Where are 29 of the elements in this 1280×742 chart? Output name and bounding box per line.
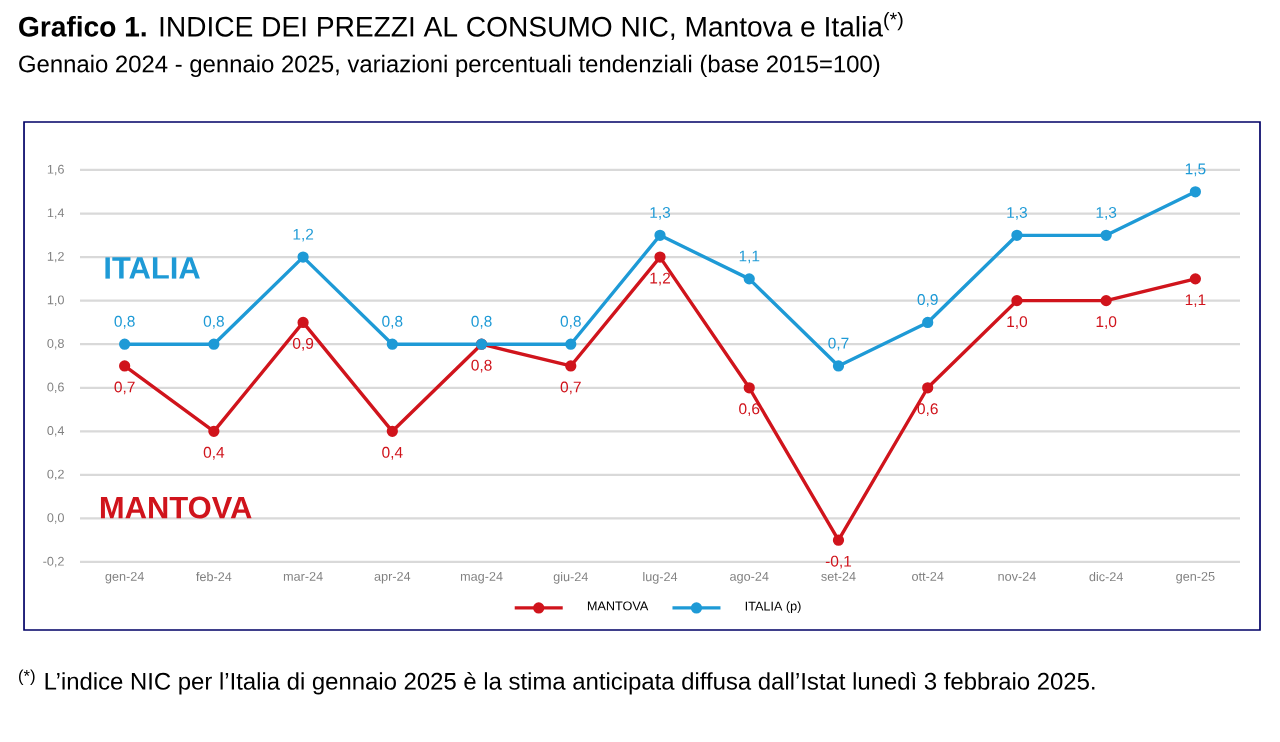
point	[208, 425, 220, 437]
point	[832, 360, 845, 372]
annotation: ITALIA	[105, 257, 200, 279]
point	[922, 382, 934, 394]
point	[119, 360, 131, 372]
point	[1011, 229, 1023, 241]
point	[386, 425, 398, 437]
point	[565, 338, 577, 350]
point	[119, 338, 131, 350]
annotation: MANTOVA	[100, 496, 252, 519]
chart-title: Grafico 1. INDICE DEI PREZZI AL CONSUMO NIC, Mantova e Italia$^{(*)}$	[19, 11, 903, 41]
point	[922, 316, 934, 329]
point	[1100, 229, 1112, 241]
point	[1189, 186, 1202, 198]
point	[386, 338, 398, 350]
point	[297, 316, 309, 329]
point	[208, 338, 220, 350]
point	[743, 382, 755, 394]
point	[832, 534, 845, 546]
point	[1189, 273, 1202, 285]
chart-subtitle: Gennaio 2024 - gennaio 2025, variazioni percentuali tendenziali (base 2015=100)	[19, 54, 880, 78]
text: $^{(*)}$ L’indice NIC per l’Italia di gennaio 2025 è la stima anticipata diffusa dall’Istat lunedì 3 febbraio 2025.	[19, 669, 1095, 695]
point	[654, 229, 666, 241]
point	[565, 360, 577, 372]
point	[743, 273, 755, 285]
point	[1100, 295, 1112, 307]
point	[654, 251, 666, 263]
point	[297, 251, 309, 263]
point	[1011, 295, 1023, 307]
